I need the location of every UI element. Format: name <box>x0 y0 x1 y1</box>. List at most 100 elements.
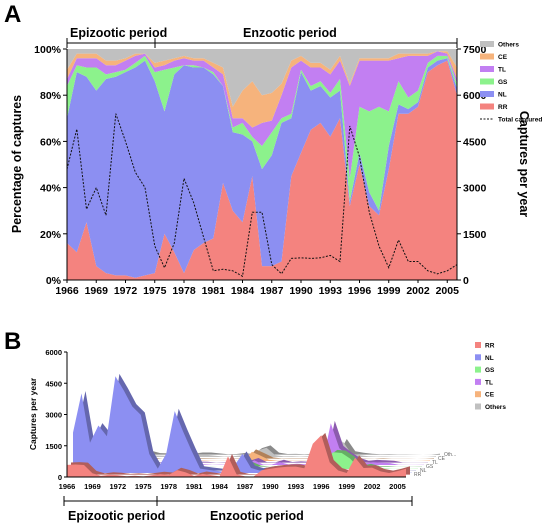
x-tick-label-a: 1987 <box>260 285 284 297</box>
x-tick-label-a: 1975 <box>143 285 167 297</box>
enzootic-label-a: Enzootic period <box>243 26 337 40</box>
series-end-label: NL <box>420 468 427 474</box>
x-tick-label-b: 1975 <box>135 482 152 491</box>
legend-label: RR <box>498 104 508 111</box>
area-others <box>67 49 457 107</box>
legend-label: RR <box>485 343 495 350</box>
legend-swatch-others <box>480 41 494 47</box>
legend-b: RR NL GS TL CE Others <box>475 342 506 411</box>
y-tick-label-a: 100% <box>34 44 62 56</box>
y-ticks-a: 0% 20% 40% 60% 80% 100% <box>34 44 67 287</box>
legend-swatch-ce <box>475 391 481 398</box>
y-tick-label-a: 0% <box>46 275 62 287</box>
series-end-label: RR <box>414 472 422 478</box>
x-tick-label-a: 2002 <box>406 285 430 297</box>
x-tick-label-b: 2002 <box>364 482 381 491</box>
x-tick-label-a: 1999 <box>377 285 401 297</box>
epizootic-label-a: Epizootic period <box>70 26 167 40</box>
y2-axis-label-a: Captures per year <box>517 111 531 217</box>
area-tl <box>67 51 457 179</box>
area-nl <box>67 58 457 278</box>
y-tick-label-a: 80% <box>40 90 62 102</box>
x-ticks-b: 1966 1969 1972 1975 1978 1981 1984 1987 1990 1993… <box>59 482 406 491</box>
y2-tick-label-a: 4500 <box>463 136 487 148</box>
total-captured-line <box>66 113 458 278</box>
legend-swatch-nl <box>480 91 494 97</box>
y-tick-label-a: 20% <box>40 229 62 241</box>
x-tick-label-b: 1978 <box>160 482 177 491</box>
x-tick-label-b: 1987 <box>237 482 254 491</box>
series-end-label: Oth... <box>444 452 456 458</box>
ribbon-nl <box>73 376 412 473</box>
legend-swatch-others <box>475 403 481 410</box>
enzootic-label-b: Enzootic period <box>210 509 304 523</box>
panel-a-letter: A <box>4 1 21 28</box>
legend-label: CE <box>498 54 508 61</box>
legend-swatch-rr <box>480 103 494 110</box>
x-tick-label-a: 1990 <box>289 285 313 297</box>
legend-swatch-gs <box>475 366 481 373</box>
ribbon-depth-ce <box>95 449 434 459</box>
y2-tick-label-a: 0 <box>463 275 469 287</box>
x-tick-label-b: 1993 <box>287 482 304 491</box>
series-end-label: TL <box>432 460 438 466</box>
legend-label: NL <box>498 92 507 99</box>
area-ce <box>67 51 457 128</box>
x-tick-label-a: 1969 <box>85 285 109 297</box>
x-tick-label-a: 1993 <box>319 285 343 297</box>
legend-label: Total captured <box>498 117 542 124</box>
x-tick-label-b: 2005 <box>389 482 406 491</box>
x-tick-label-a: 1981 <box>202 285 226 297</box>
y-axis-label-b: Captures per year <box>28 377 38 450</box>
legend-label: GS <box>485 367 495 374</box>
legend-a: Others CE TL GS NL RR Total captured <box>480 41 542 124</box>
legend-swatch-tl <box>475 378 481 385</box>
x-tick-label-b: 1999 <box>338 482 355 491</box>
y-tick-label-b: 6000 <box>45 348 62 357</box>
x-tick-label-a: 1966 <box>55 285 79 297</box>
stacked-areas <box>67 49 457 280</box>
ribbon-others <box>97 441 436 457</box>
x-tick-label-b: 1996 <box>313 482 330 491</box>
legend-swatch-rr <box>475 342 481 348</box>
x-tick-label-a: 1972 <box>114 285 138 297</box>
series-end-label: GS <box>426 464 434 470</box>
legend-swatch-nl <box>475 354 481 361</box>
total-captured-line-group <box>66 113 458 278</box>
y-tick-label-b: 3000 <box>45 411 62 420</box>
y-tick-label-b: 0 <box>58 473 62 482</box>
y-tick-label-b: 1500 <box>45 442 62 451</box>
x-tick-label-a: 2005 <box>436 285 460 297</box>
legend-label: TL <box>498 67 506 74</box>
legend-swatch-ce <box>480 53 494 60</box>
legend-label: GS <box>498 79 508 86</box>
y-axis-label-a: Percentage of captures <box>10 95 24 233</box>
x-ticks-a: 1966 1969 1972 1975 1978 1981 1984 1987 1990 1993… <box>55 280 459 297</box>
x-tick-label-b: 1981 <box>186 482 203 491</box>
y-ticks-b: 0 1500 3000 4500 6000 <box>45 348 67 482</box>
x-tick-label-b: 1966 <box>59 482 76 491</box>
ribbon-rr <box>67 435 406 477</box>
legend-label: Others <box>485 404 506 411</box>
legend-swatch-gs <box>480 78 494 85</box>
panel-a: A Epizootic period Enzootic period 0% 20%… <box>4 1 542 297</box>
panel-b-letter: B <box>4 328 21 355</box>
x-tick-label-a: 1996 <box>348 285 372 297</box>
legend-label: CE <box>485 392 495 399</box>
series-end-label: CE <box>438 456 446 462</box>
y2-tick-label-a: 3000 <box>463 183 487 195</box>
epizootic-label-b: Epizootic period <box>68 509 165 523</box>
legend-swatch-tl <box>480 66 494 72</box>
area-gs <box>67 55 457 211</box>
y-tick-label-b: 4500 <box>45 379 62 388</box>
legend-label: Others <box>498 42 519 49</box>
legend-label: NL <box>485 355 494 362</box>
ribbon-ce <box>91 451 430 461</box>
y2-tick-label-a: 1500 <box>463 229 487 241</box>
x-tick-label-b: 1972 <box>110 482 127 491</box>
x-tick-label-a: 1978 <box>172 285 196 297</box>
x-tick-label-a: 1984 <box>231 285 255 297</box>
